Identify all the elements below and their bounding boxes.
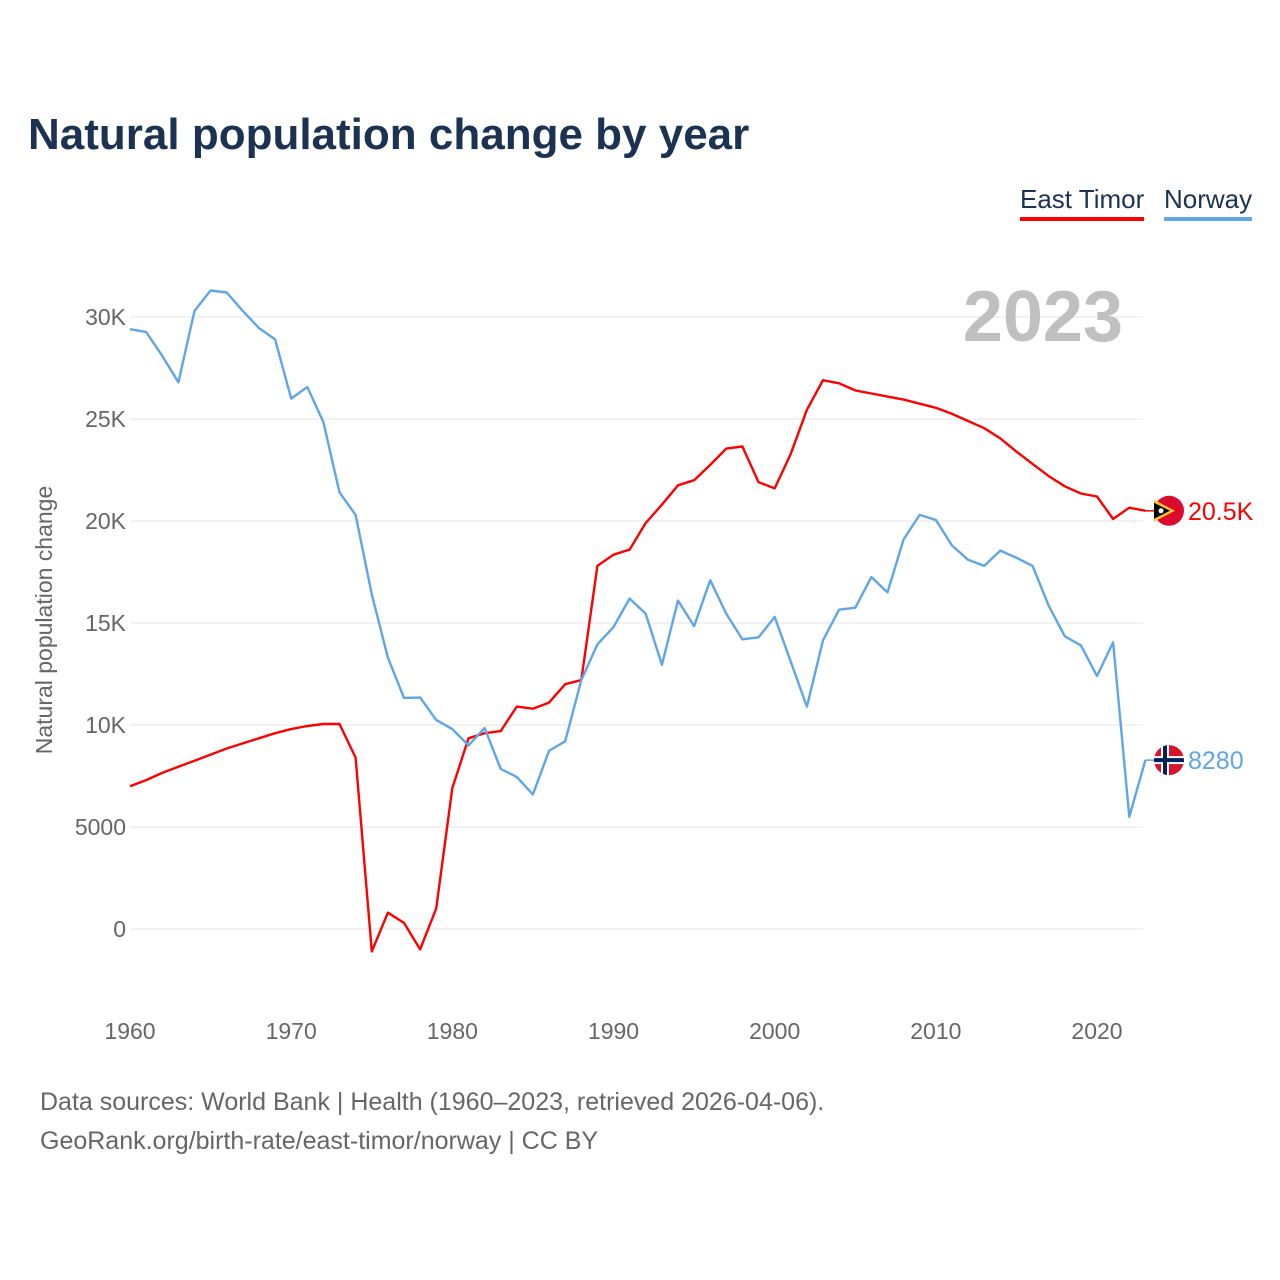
east-timor-flag-icon [1154,495,1184,526]
footer-attribution[interactable]: GeoRank.org/birth-rate/east-timor/norway… [40,1127,599,1155]
x-tick-label: 1990 [588,1018,639,1044]
end-value-label: 20.5K [1188,498,1254,526]
y-axis-label: Natural population change [31,486,57,755]
x-tick-label: 2010 [910,1018,961,1044]
footer-sources: Data sources: World Bank | Health (1960–… [40,1088,825,1116]
x-tick-label: 2000 [749,1018,800,1044]
y-tick-label: 30K [85,304,127,330]
y-tick-label: 25K [85,406,127,432]
legend-east-timor[interactable]: East Timor [1020,184,1145,221]
legend-norway[interactable]: Norway [1164,184,1253,221]
y-tick-label: 0 [113,916,126,942]
y-tick-label: 20K [85,508,127,534]
y-tick-label: 10K [85,712,127,738]
x-tick-label: 1960 [104,1018,155,1044]
x-tick-label: 1970 [266,1018,317,1044]
series-line-east-timor[interactable] [129,379,1146,953]
y-tick-label: 5000 [75,814,126,840]
end-value-label: 8280 [1188,747,1244,775]
y-tick-label: 15K [85,610,127,636]
x-tick-label: 2020 [1071,1018,1122,1044]
year-watermark: 2023 [963,277,1123,357]
chart-title: Natural population change by year [28,110,750,159]
x-tick-label: 1980 [427,1018,478,1044]
series-line-norway[interactable] [129,289,1147,818]
norway-flag-icon [1154,745,1184,776]
